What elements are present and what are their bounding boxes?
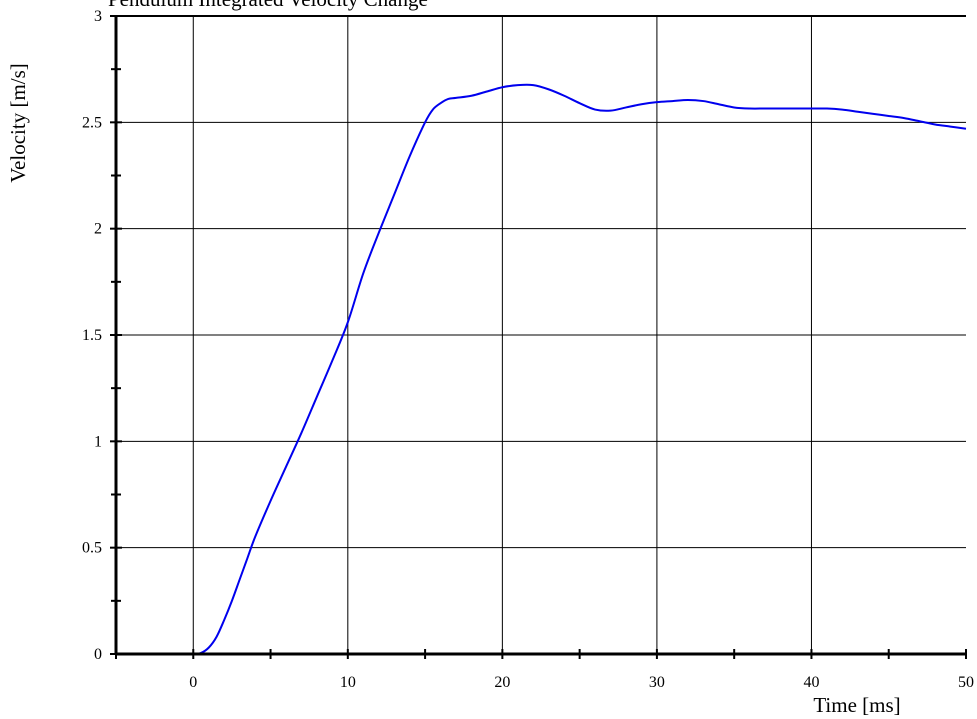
y-tick-label: 0 — [94, 646, 102, 663]
x-tick-label: 0 — [189, 674, 197, 691]
x-tick-label: 40 — [803, 674, 819, 691]
x-tick-label: 20 — [494, 674, 510, 691]
series-layer — [193, 83, 967, 655]
y-tick-label: 2.5 — [82, 114, 102, 131]
chart-title: Pendulum Integrated Velocity Change — [108, 0, 428, 11]
velocity-series-line — [193, 83, 967, 655]
y-axis-title: Velocity [m/s] — [6, 63, 30, 183]
axes — [110, 15, 967, 659]
y-tick-label: 2 — [94, 221, 102, 238]
y-tick-label: 1.5 — [82, 327, 102, 344]
y-tick-label: 3 — [94, 8, 102, 25]
tick-labels: 0 10 20 30 40 50 0 0.5 1 1.5 2 2.5 3 — [82, 8, 974, 691]
x-axis-title: Time [ms] — [813, 693, 900, 717]
x-tick-label: 50 — [958, 674, 974, 691]
grid — [116, 16, 966, 654]
x-tick-label: 30 — [649, 674, 665, 691]
y-tick-label: 0.5 — [82, 540, 102, 557]
x-tick-label: 10 — [340, 674, 356, 691]
y-tick-label: 1 — [94, 433, 102, 450]
